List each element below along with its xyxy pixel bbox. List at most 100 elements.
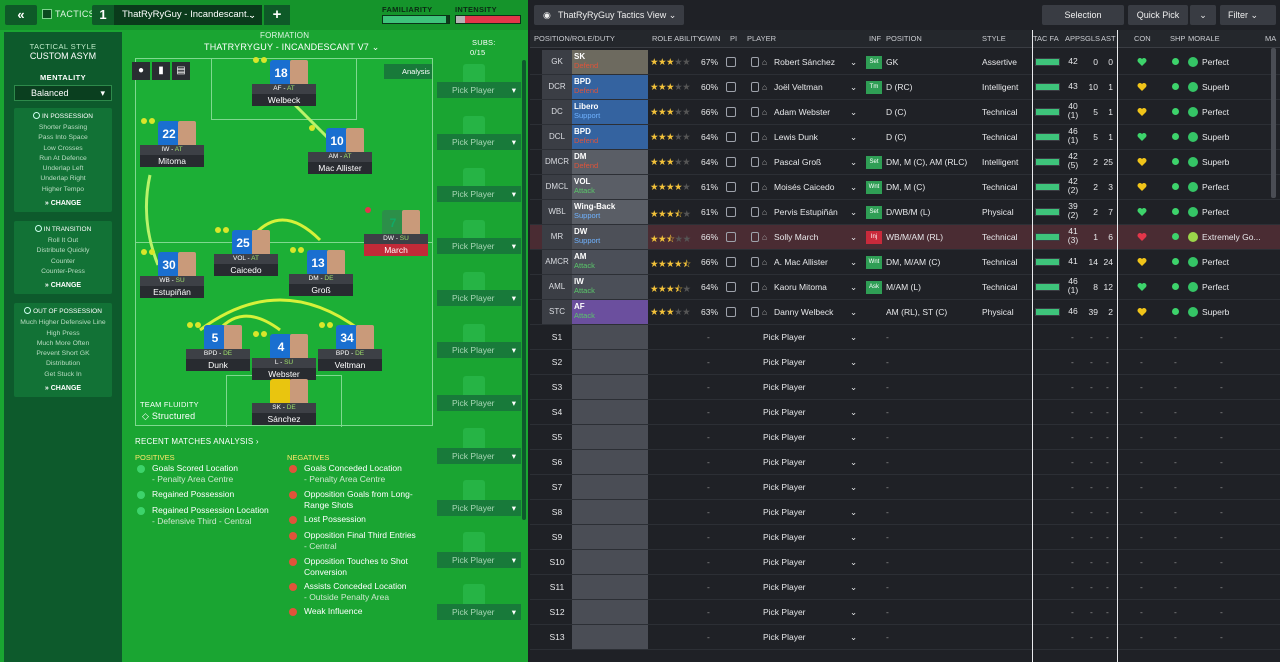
player-name[interactable]: Robert Sánchez [774,57,835,67]
chevron-down-icon[interactable]: ⌄ [850,532,858,542]
kit-view-button[interactable]: ● [132,62,150,80]
role-duty[interactable]: DM Defend [572,150,648,174]
sub-row[interactable]: S1 - Pick Player ⌄ - - - - - - - [530,325,1280,350]
player-name[interactable]: Adam Webster [774,107,831,117]
stats-view-button[interactable]: ▮ [152,62,170,80]
pitch-player-card[interactable]: SK - DE Sánchez [252,375,318,433]
selection-advice-button[interactable]: Selection Advice [1042,5,1124,40]
pick-player-select[interactable]: Pick Player [763,382,806,392]
pi-icon[interactable] [726,307,736,317]
pick-player-dropdown[interactable]: Pick Player [437,395,521,411]
pick-player-select[interactable]: Pick Player [763,332,806,342]
pick-player-select[interactable]: Pick Player [763,507,806,517]
role-duty[interactable]: IW Attack [572,275,648,299]
player-name[interactable]: Danny Welbeck [774,307,834,317]
col-position[interactable]: POSITION [886,34,922,43]
squad-row[interactable]: WBL Wing-Back Support ★★★⯪★ 61% ⌂ Pervis … [530,200,1280,225]
col-morale[interactable]: MORALE [1188,34,1220,43]
player-name[interactable]: Joël Veltman [774,82,823,92]
col-pi[interactable]: PI [730,34,738,43]
recent-analysis-title[interactable]: RECENT MATCHES ANALYSIS › [135,437,259,446]
pi-icon[interactable] [726,132,736,142]
chevron-down-icon[interactable]: ⌄ [850,307,858,317]
list-view-button[interactable]: ▤ [172,62,190,80]
pitch-player-card[interactable]: 25 VOL - AT Caicedo [214,226,280,284]
chevron-down-icon[interactable]: ⌄ [850,357,858,367]
pick-player-select[interactable]: Pick Player [763,557,806,567]
add-tactic-button[interactable]: + [264,5,290,25]
back-button[interactable]: « [5,5,37,25]
role-duty[interactable]: SK Defend [572,50,648,74]
sub-row[interactable]: S2 - Pick Player ⌄ - - - - - - - [530,350,1280,375]
sub-row[interactable]: S3 - Pick Player ⌄ - - - - - - - [530,375,1280,400]
chevron-down-icon[interactable]: ⌄ [850,132,858,142]
pick-player-select[interactable]: Pick Player [763,582,806,592]
chevron-down-icon[interactable]: ⌄ [850,232,858,242]
chevron-down-icon[interactable]: ⌄ [850,457,858,467]
pick-player-dropdown[interactable]: Pick Player [437,448,521,464]
chevron-down-icon[interactable]: ⌄ [850,507,858,517]
pi-icon[interactable] [726,207,736,217]
player-name[interactable]: A. Mac Allister [774,257,828,267]
role-duty[interactable]: AF Attack [572,300,648,324]
sub-row[interactable]: S4 - Pick Player ⌄ - - - - - - - [530,400,1280,425]
in-transition-change-button[interactable]: » CHANGE [44,282,82,290]
pick-player-dropdown[interactable]: Pick Player [437,500,521,516]
sub-row[interactable]: S6 - Pick Player ⌄ - - - - - - - [530,450,1280,475]
role-duty[interactable]: Libero Support [572,100,648,124]
pick-player-dropdown[interactable]: Pick Player [437,604,521,620]
col-con[interactable]: CON [1134,34,1151,43]
pi-icon[interactable] [726,157,736,167]
pick-player-select[interactable]: Pick Player [763,407,806,417]
chevron-down-icon[interactable]: ⌄ [850,157,858,167]
tactic-selector[interactable]: ThatRyRyGuy - Incandescant... ⌄ [114,5,262,25]
chevron-down-icon[interactable]: ⌄ [850,282,858,292]
squad-row[interactable]: DMCR DM Defend ★★★★★ 64% ⌂ Pascal Groß ⌄ … [530,150,1280,175]
tactical-style-value[interactable]: CUSTOM ASYM [29,51,97,61]
player-name[interactable]: Solly March [774,232,819,242]
chevron-down-icon[interactable]: ⌄ [850,107,858,117]
chevron-down-icon[interactable]: ⌄ [850,182,858,192]
col-ast[interactable]: AST [1101,34,1116,43]
sub-row[interactable]: S7 - Pick Player ⌄ - - - - - - - [530,475,1280,500]
col-position-role-duty[interactable]: POSITION/ROLE/DUTY [534,34,615,43]
sub-row[interactable]: S11 - Pick Player ⌄ - - - - - - - [530,575,1280,600]
chevron-down-icon[interactable]: ⌄ [850,482,858,492]
in-possession-change-button[interactable]: » CHANGE [44,200,82,208]
quick-pick-chevron[interactable]: ⌄ [1190,5,1216,25]
pick-player-select[interactable]: Pick Player [763,357,806,367]
chevron-down-icon[interactable]: ⌄ [850,407,858,417]
pick-player-select[interactable]: Pick Player [763,432,806,442]
squad-row[interactable]: DMCL VOL Attack ★★★★★ 61% ⌂ Moisés Caiced… [530,175,1280,200]
pitch-player-card[interactable]: 30 WB - SU Estupiñán [140,248,206,306]
role-duty[interactable]: BPD Defend [572,125,648,149]
analysis-button[interactable]: Analysis [384,64,432,79]
squad-row[interactable]: DC Libero Support ★★★★★ 66% ⌂ Adam Webste… [530,100,1280,125]
pick-player-dropdown[interactable]: Pick Player [437,552,521,568]
col-tac-fami[interactable]: TAC FAMI [1033,34,1059,43]
col-player[interactable]: PLAYER [747,34,777,43]
pick-player-dropdown[interactable]: Pick Player [437,134,521,150]
pick-player-select[interactable]: Pick Player [763,632,806,642]
chevron-down-icon[interactable]: ⌄ [850,82,858,92]
squad-row[interactable]: DCR BPD Defend ★★★★★ 60% ⌂ Joël Veltman ⌄… [530,75,1280,100]
pick-player-select[interactable]: Pick Player [763,482,806,492]
pitch-player-card[interactable]: 22 IW - AT Mitoma [140,117,206,175]
chevron-down-icon[interactable]: ⌄ [850,257,858,267]
pick-player-select[interactable]: Pick Player [763,457,806,467]
pick-player-dropdown[interactable]: Pick Player [437,238,521,254]
formation-selector[interactable]: THATRYRYGUY - INCANDESCANT V7 ⌄ [204,42,380,52]
subs-scrollbar[interactable] [522,60,526,520]
out-of-possession-change-button[interactable]: » CHANGE [44,385,82,393]
chevron-down-icon[interactable]: ⌄ [850,57,858,67]
role-duty[interactable]: Wing-Back Support [572,200,648,224]
pitch-player-card[interactable]: 18 AF - AT Welbeck [252,56,318,114]
role-duty[interactable]: VOL Attack [572,175,648,199]
pi-icon[interactable] [726,257,736,267]
role-duty[interactable]: AM Attack [572,250,648,274]
sub-row[interactable]: S5 - Pick Player ⌄ - - - - - - - [530,425,1280,450]
col-ma[interactable]: MA [1265,34,1277,43]
chevron-down-icon[interactable]: ⌄ [850,632,858,642]
player-name[interactable]: Lewis Dunk [774,132,818,142]
